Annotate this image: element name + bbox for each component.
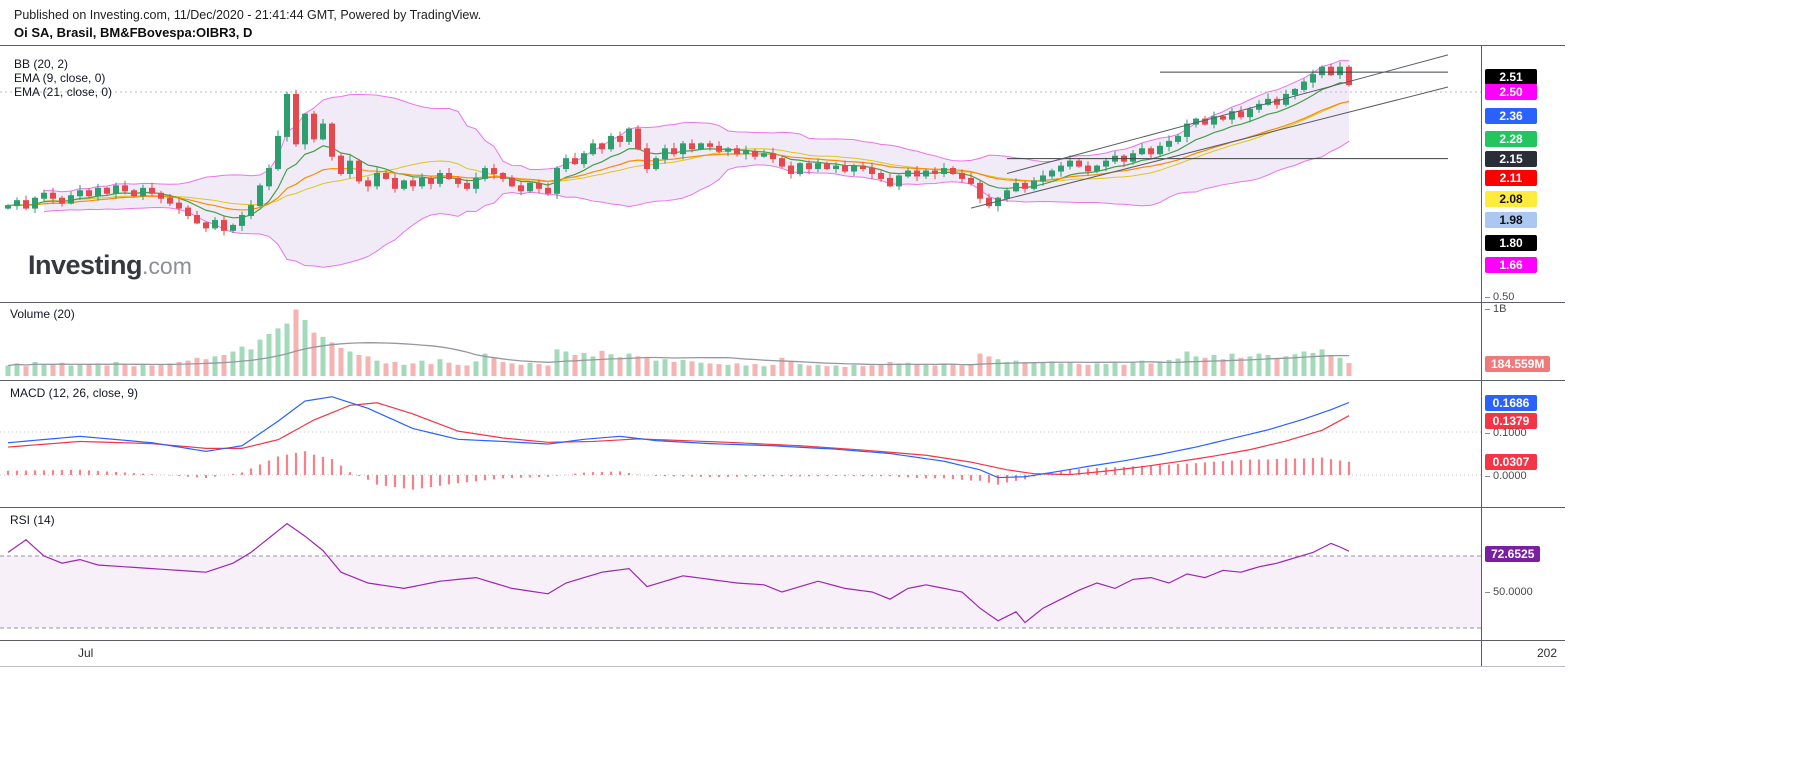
time-axis[interactable]: Jul 202 xyxy=(0,640,1565,666)
axis-value-badge: 2.36 xyxy=(1485,108,1537,124)
right-price-scale[interactable]: 2.51 2.50 2.36 2.28 2.15 2.11 2.08 1.98 1.80 1.66… xyxy=(1482,0,1592,666)
macd-indicator-label: MACD (12, 26, close, 9) xyxy=(10,386,139,400)
panel-separator xyxy=(0,45,1565,46)
logo-text-bold: Investing xyxy=(28,250,143,280)
volume-panel-canvas[interactable] xyxy=(0,302,1481,380)
axis-tick-label: 1B xyxy=(1485,302,1506,316)
axis-value-badge: 2.15 xyxy=(1485,151,1537,167)
logo-text-light: .com xyxy=(142,253,192,279)
axis-value-badge: 2.28 xyxy=(1485,131,1537,147)
chart-bottom-border xyxy=(0,666,1565,667)
panel-separator xyxy=(0,380,1565,381)
ema9-indicator-label: EMA (9, close, 0) xyxy=(14,71,106,85)
panel-separator xyxy=(0,507,1565,508)
axis-value-badge: 72.6525 xyxy=(1485,546,1541,562)
volume-indicator-label: Volume (20) xyxy=(10,307,75,321)
axis-tick-label: 0.1000 xyxy=(1485,426,1527,440)
investing-com-logo: Investing.com xyxy=(28,250,192,281)
symbol-title: Oi SA, Brasil, BM&FBovespa:OIBR3, D xyxy=(14,25,253,40)
axis-value-badge: 0.1686 xyxy=(1485,395,1537,411)
bb-indicator-label: BB (20, 2) xyxy=(14,57,69,71)
axis-value-badge: 2.51 xyxy=(1485,69,1537,85)
rsi-indicator-label: RSI (14) xyxy=(10,513,55,527)
axis-value-badge: 2.08 xyxy=(1485,191,1537,207)
ema21-indicator-label: EMA (21, close, 0) xyxy=(14,85,113,99)
axis-value-badge: 0.0307 xyxy=(1485,454,1537,470)
published-info-line: Published on Investing.com, 11/Dec/2020 … xyxy=(14,8,482,22)
panel-separator xyxy=(0,640,1565,641)
axis-value-badge: 1.80 xyxy=(1485,235,1537,251)
axis-value-badge: 184.559M xyxy=(1485,356,1551,372)
axis-tick-label: 0.50 xyxy=(1485,290,1514,304)
price-panel-canvas[interactable] xyxy=(0,45,1481,302)
rsi-panel-canvas[interactable] xyxy=(0,507,1481,640)
axis-value-badge: 1.66 xyxy=(1485,257,1537,273)
axis-tick-label: 50.0000 xyxy=(1485,585,1533,599)
panel-separator xyxy=(0,302,1565,303)
axis-tick-label: 0.0000 xyxy=(1485,469,1527,483)
price-scale-border xyxy=(1481,45,1482,666)
axis-value-badge: 2.50 xyxy=(1485,84,1537,100)
macd-panel-canvas[interactable] xyxy=(0,380,1481,507)
axis-value-badge: 1.98 xyxy=(1485,212,1537,228)
time-axis-label: Jul xyxy=(78,646,94,660)
axis-value-badge: 2.11 xyxy=(1485,170,1537,186)
time-axis-label: 202 xyxy=(1537,646,1558,660)
axis-value-badge: 0.1379 xyxy=(1485,413,1537,429)
